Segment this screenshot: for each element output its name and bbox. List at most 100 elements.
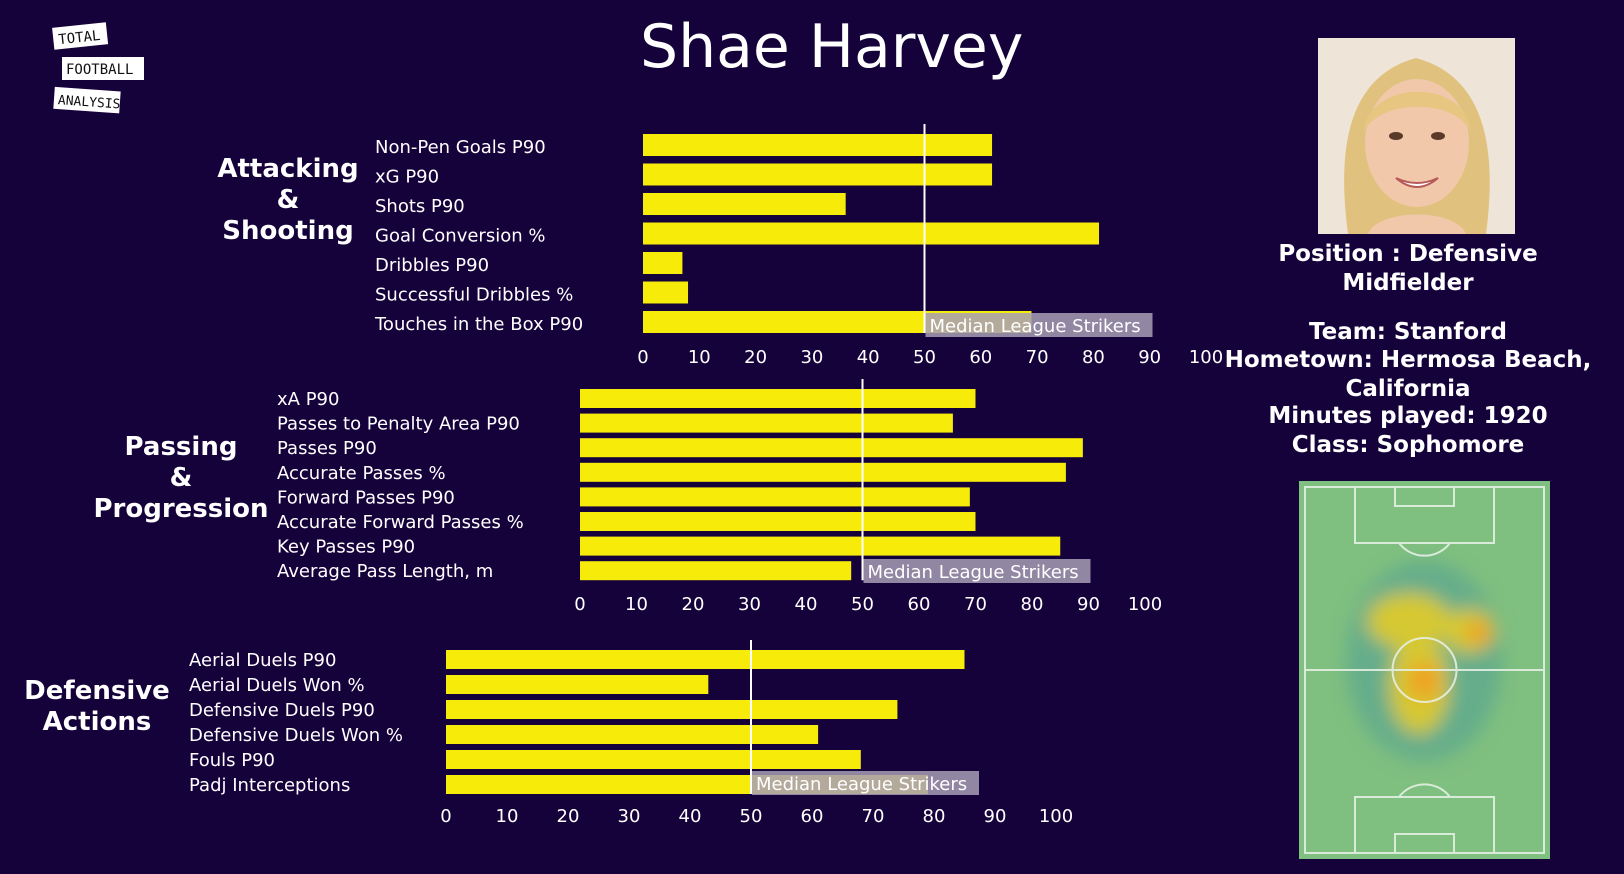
bar-2-3 — [446, 725, 819, 744]
tick-label-0-6: 60 — [969, 347, 992, 368]
tick-label-2-3: 30 — [618, 806, 641, 827]
tick-label-1-0: 0 — [574, 594, 585, 615]
category-label-1-4: Forward Passes P90 — [277, 487, 455, 508]
median-box-2 — [752, 771, 979, 795]
tick-label-2-5: 50 — [740, 806, 763, 827]
player-photo — [1318, 38, 1515, 234]
tick-label-1-2: 20 — [682, 594, 705, 615]
bar-0-1 — [643, 163, 993, 186]
category-label-2-5: Padj Interceptions — [189, 775, 350, 796]
category-label-1-7: Average Pass Length, m — [277, 561, 493, 582]
bar-0-0 — [643, 134, 993, 156]
tick-label-1-6: 60 — [908, 594, 931, 615]
tick-label-1-4: 40 — [795, 594, 818, 615]
logo-text-football: FOOTBALL — [66, 62, 133, 78]
player-hometown: Hometown: Hermosa Beach, California — [1224, 347, 1592, 402]
logo-text-total: TOTAL — [58, 28, 102, 48]
tick-label-2-2: 20 — [557, 806, 580, 827]
tick-label-1-9: 90 — [1077, 594, 1100, 615]
tick-label-2-1: 10 — [496, 806, 519, 827]
category-label-1-2: Passes P90 — [277, 438, 377, 459]
bar-1-1 — [580, 413, 953, 433]
category-label-2-2: Defensive Duels P90 — [189, 700, 375, 721]
player-minutes: Minutes played: 1920 — [1268, 403, 1548, 429]
category-label-2-4: Fouls P90 — [189, 750, 275, 771]
tick-label-0-4: 40 — [857, 347, 880, 368]
brand-logo: TOTAL FOOTBALL ANALYSIS — [50, 20, 150, 120]
tick-label-2-7: 70 — [862, 806, 885, 827]
tick-label-0-0: 0 — [637, 347, 648, 368]
category-label-2-1: Aerial Duels Won % — [189, 675, 365, 696]
bar-1-4 — [580, 487, 970, 507]
bar-2-2 — [446, 700, 898, 719]
group-label-0-line-0: Attacking — [217, 154, 358, 184]
bar-2-4 — [446, 750, 861, 769]
group-label-1-line-0: Passing — [125, 432, 238, 462]
tick-label-1-8: 80 — [1021, 594, 1044, 615]
heat-blobs — [1346, 561, 1502, 761]
category-label-1-1: Passes to Penalty Area P90 — [277, 414, 520, 435]
category-label-0-4: Dribbles P90 — [375, 255, 489, 276]
tick-label-0-7: 70 — [1026, 347, 1049, 368]
bar-2-1 — [446, 675, 709, 694]
tick-label-0-8: 80 — [1082, 347, 1105, 368]
median-label-1: Median League Strikers — [868, 562, 1079, 583]
category-label-2-3: Defensive Duels Won % — [189, 725, 403, 746]
tick-label-0-5: 50 — [913, 347, 936, 368]
tick-label-2-6: 60 — [801, 806, 824, 827]
bar-0-2 — [643, 193, 846, 215]
player-class: Class: Sophomore — [1291, 432, 1525, 458]
pitch-lines — [1304, 486, 1545, 854]
category-label-0-1: xG P90 — [375, 167, 439, 188]
bar-0-3 — [643, 222, 1100, 245]
tick-label-1-1: 10 — [625, 594, 648, 615]
tick-label-1-3: 30 — [738, 594, 761, 615]
tick-label-2-10: 100 — [1039, 806, 1073, 827]
player-position: Position : Defensive Midfielder — [1278, 241, 1538, 296]
category-label-1-6: Key Passes P90 — [277, 537, 415, 558]
heatmap-pitch — [1299, 481, 1550, 859]
bar-1-0 — [580, 389, 976, 408]
bar-2-0 — [446, 650, 965, 669]
category-label-1-5: Accurate Forward Passes % — [277, 512, 524, 533]
tick-label-2-4: 40 — [679, 806, 702, 827]
bar-1-5 — [580, 512, 976, 531]
tick-label-1-10: 100 — [1128, 594, 1162, 615]
median-box-1 — [863, 559, 1091, 583]
category-label-0-5: Successful Dribbles % — [375, 285, 573, 306]
median-box-0 — [925, 313, 1153, 337]
group-label-1-line-2: Progression — [93, 494, 268, 524]
bar-1-6 — [580, 536, 1061, 556]
tick-label-1-5: 50 — [851, 594, 874, 615]
bar-0-4 — [643, 252, 683, 274]
category-label-1-3: Accurate Passes % — [277, 463, 446, 484]
bar-1-7 — [580, 561, 852, 581]
tick-label-0-3: 30 — [800, 347, 823, 368]
tick-label-0-2: 20 — [744, 347, 767, 368]
category-label-0-2: Shots P90 — [375, 196, 465, 217]
category-label-2-0: Aerial Duels P90 — [189, 650, 336, 671]
median-label-2: Median League Strikers — [756, 774, 967, 795]
category-label-0-6: Touches in the Box P90 — [374, 314, 583, 335]
tick-label-2-9: 90 — [984, 806, 1007, 827]
tick-label-0-1: 10 — [688, 347, 711, 368]
tick-label-0-9: 90 — [1138, 347, 1161, 368]
bar-1-3 — [580, 462, 1066, 482]
median-label-0: Median League Strikers — [930, 316, 1141, 337]
tick-label-0-10: 100 — [1189, 347, 1223, 368]
bar-1-2 — [580, 438, 1083, 458]
group-label-0-line-2: Shooting — [222, 216, 353, 246]
group-label-1-line-1: & — [170, 463, 193, 493]
group-label-2-line-0: Defensive — [24, 676, 170, 706]
group-label-0-line-1: & — [277, 185, 300, 215]
tick-label-1-7: 70 — [964, 594, 987, 615]
category-label-0-0: Non-Pen Goals P90 — [375, 137, 546, 158]
page-title: Shae Harvey — [640, 12, 1024, 82]
player-team: Team: Stanford — [1309, 319, 1507, 345]
category-label-1-0: xA P90 — [277, 389, 339, 410]
category-label-0-3: Goal Conversion % — [375, 226, 545, 247]
bar-0-5 — [643, 281, 689, 304]
tick-label-2-0: 0 — [440, 806, 451, 827]
tick-label-2-8: 80 — [923, 806, 946, 827]
